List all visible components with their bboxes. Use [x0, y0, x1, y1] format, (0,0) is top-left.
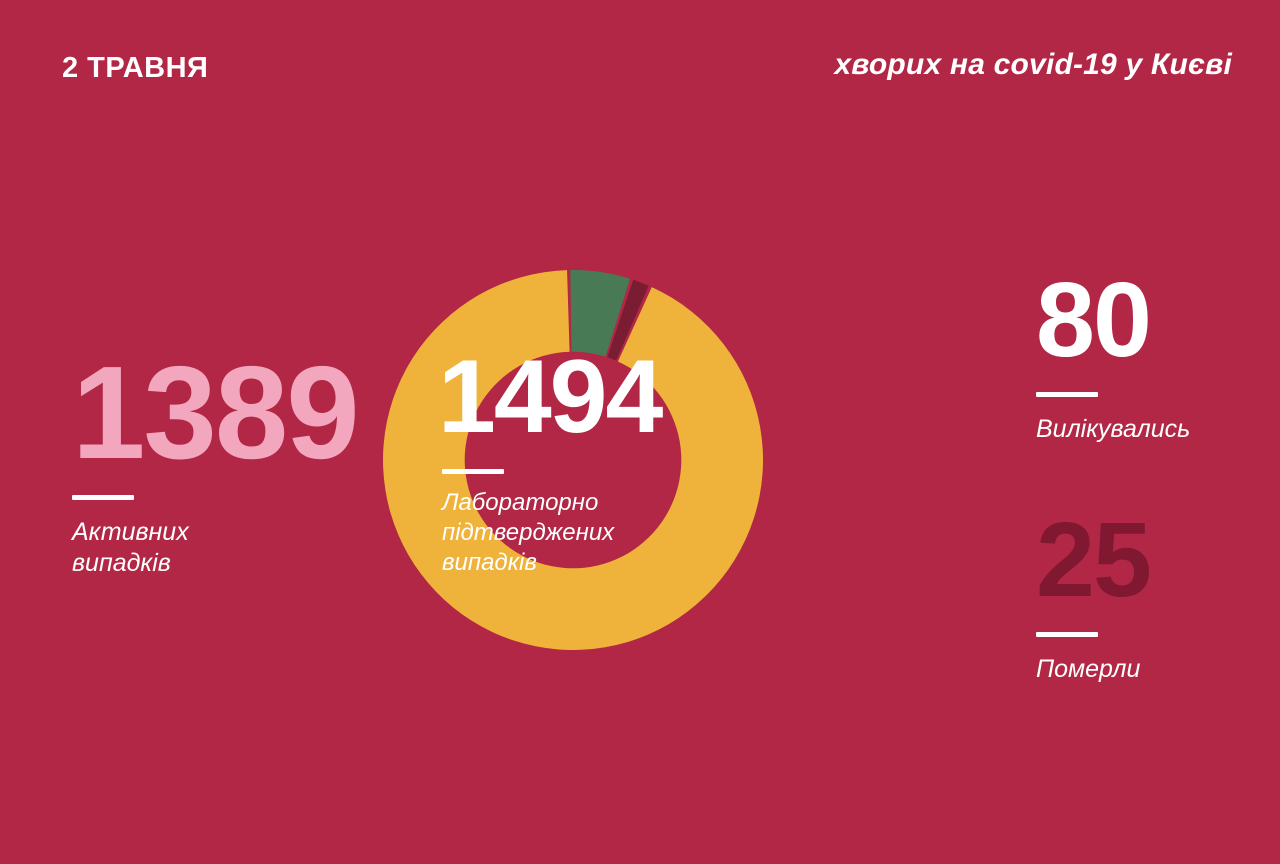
header-title: хворих на covid-19 у Києві — [834, 48, 1232, 81]
donut-center-divider — [442, 469, 504, 475]
header-date: 2 ТРАВНЯ — [62, 52, 209, 84]
stat-recovered-divider — [1036, 391, 1098, 397]
stat-deaths: 25 Померли — [1036, 501, 1152, 685]
donut-segments — [383, 270, 763, 650]
donut-center-label: Лабораторно підтверджених випадків — [442, 489, 615, 576]
stat-active-cases: 1389 Активних випадків — [72, 339, 360, 579]
stat-active-divider — [72, 495, 134, 501]
donut-center-content: 1494 Лабораторно підтверджених випадків — [383, 270, 763, 650]
stat-active-label: Активних випадків — [72, 518, 189, 578]
stat-deaths-divider — [1036, 631, 1098, 637]
stat-deaths-label: Померли — [1036, 654, 1141, 683]
donut-segment-померли — [607, 279, 649, 361]
donut-chart: 1494 Лабораторно підтверджених випадків — [383, 270, 763, 650]
stat-recovered-value: 80 — [1036, 261, 1152, 379]
stat-deaths-value: 25 — [1036, 501, 1152, 619]
stat-active-value: 1389 — [72, 339, 360, 486]
donut-segment-вилікувались — [570, 270, 631, 357]
header-bar: 2 ТРАВНЯ хворих на covid-19 у Києві — [0, 0, 1280, 130]
donut-chart-svg — [383, 270, 763, 650]
stat-recovered-label: Вилікувались — [1036, 414, 1191, 443]
donut-center-value: 1494 — [438, 339, 663, 456]
donut-segment-активних — [383, 270, 763, 650]
stat-recovered: 80 Вилікувались — [1036, 261, 1191, 445]
